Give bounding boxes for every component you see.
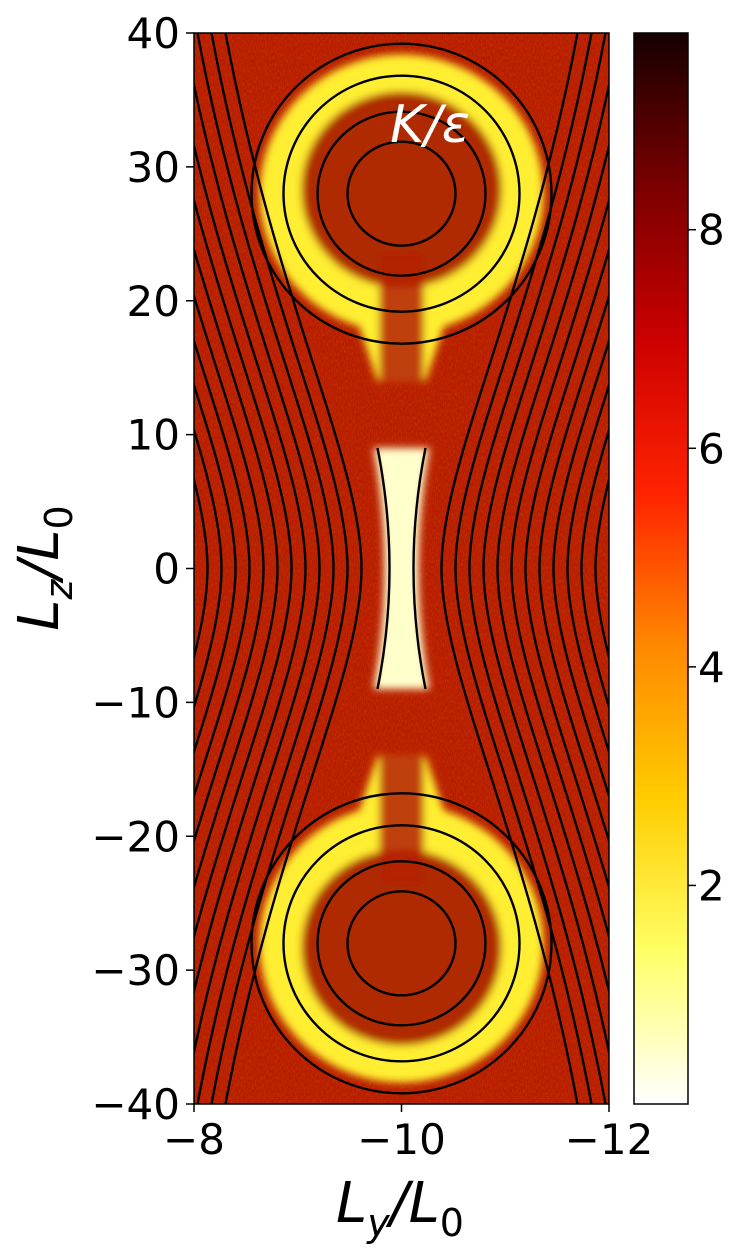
closed-contour — [250, 42, 553, 345]
flux-line — [496, 141, 609, 996]
field-annotation: K/ε — [390, 95, 470, 155]
flux-line — [440, 33, 579, 1104]
y-tick-label: −40 — [91, 1080, 180, 1129]
flux-line — [194, 79, 321, 1058]
flux-line — [194, 475, 209, 662]
closed-contour — [282, 824, 521, 1063]
closed-contour — [282, 74, 521, 313]
closed-contour — [250, 792, 553, 1095]
flux-line — [194, 292, 265, 845]
flux-line — [594, 475, 609, 662]
flux-line — [196, 33, 335, 1104]
colorbar-tick-label: 4 — [698, 643, 725, 692]
x-axis-label: Ly/L0 — [336, 1171, 464, 1245]
x-axis-ticks: −8 −10 −12 — [163, 1104, 653, 1164]
closed-contour — [346, 890, 457, 997]
field-line-contours — [194, 33, 609, 1104]
colorbar-tick-label: 6 — [698, 424, 725, 473]
flux-line — [566, 381, 609, 756]
closed-contour — [316, 860, 487, 1027]
separatrix — [412, 447, 427, 690]
y-tick-label: 20 — [127, 277, 180, 326]
y-tick-label: −10 — [91, 678, 180, 727]
flux-line — [194, 245, 279, 892]
colorbar-ticks: 2 4 6 8 — [688, 206, 725, 910]
x-tick-label: −12 — [565, 1115, 654, 1164]
y-axis-label: Lz/L0 — [7, 505, 81, 630]
flux-line — [524, 245, 609, 892]
colorbar-tick-label: 2 — [698, 861, 725, 910]
flux-line — [482, 79, 609, 1058]
flux-line — [552, 337, 609, 800]
y-tick-label: 10 — [127, 411, 180, 460]
heatmap-area — [194, 33, 609, 1104]
closed-contour — [346, 140, 457, 247]
colorbar: 2 4 6 8 — [633, 32, 725, 1105]
x-tick-label: −8 — [163, 1115, 225, 1164]
flux-line — [510, 195, 609, 942]
y-tick-label: −30 — [91, 946, 180, 995]
flux-line — [194, 426, 223, 711]
flux-line — [468, 33, 607, 1104]
flux-line — [194, 141, 307, 996]
y-tick-label: −20 — [91, 812, 180, 861]
y-axis-ticks: 40 30 20 10 0 −10 −20 −30 −40 — [91, 9, 194, 1129]
y-tick-label: 40 — [127, 9, 180, 58]
separatrix — [376, 447, 391, 690]
flux-line — [538, 292, 609, 845]
flux-line — [194, 381, 237, 756]
closed-contour — [316, 110, 487, 277]
flux-line — [194, 337, 251, 800]
flux-line — [194, 195, 293, 942]
colorbar-gradient — [633, 32, 689, 1105]
y-tick-label: 0 — [153, 545, 180, 594]
x-tick-label: −10 — [357, 1115, 446, 1164]
flux-line — [580, 426, 609, 711]
colorbar-tick-label: 8 — [698, 206, 725, 255]
flux-line — [224, 33, 363, 1104]
y-tick-label: 30 — [127, 143, 180, 192]
